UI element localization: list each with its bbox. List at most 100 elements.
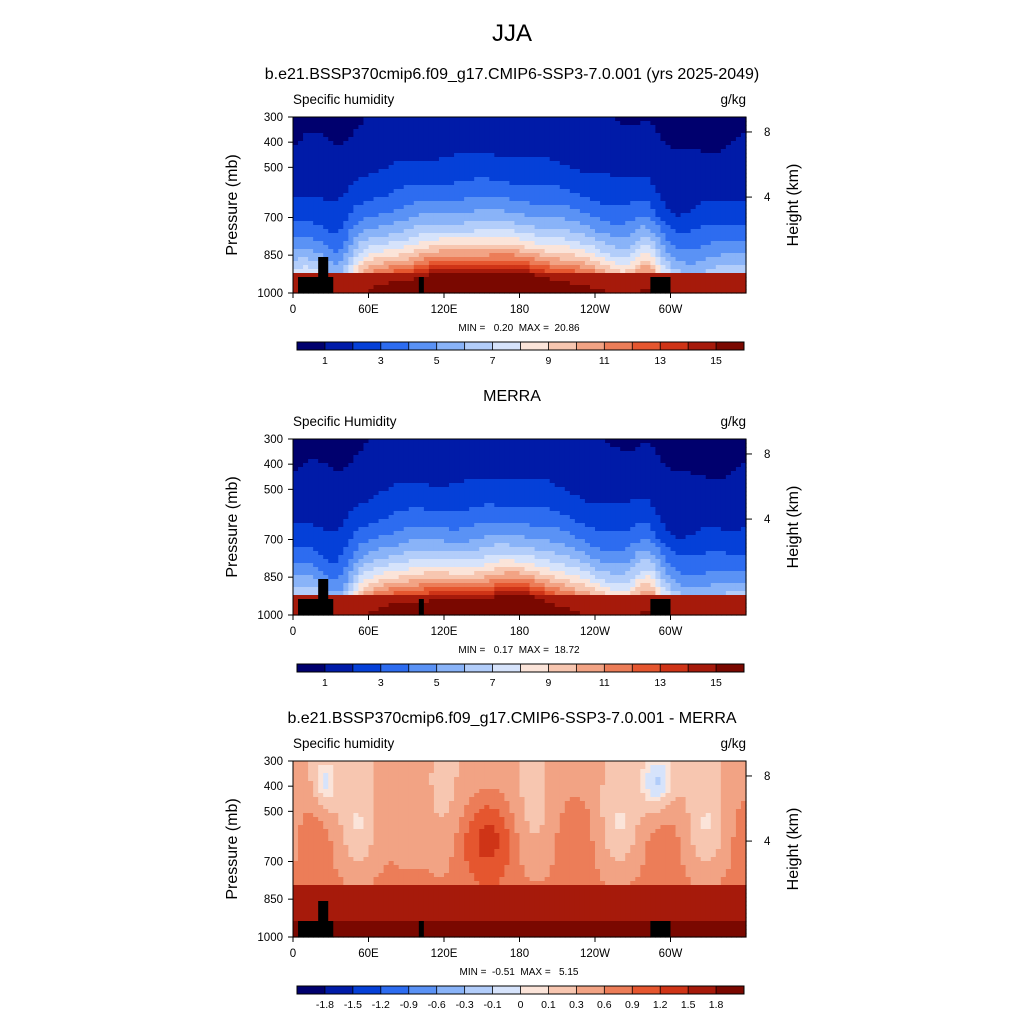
heatmap-cell [564,165,571,170]
heatmap-cell [610,285,616,290]
heatmap-cell [438,225,445,230]
heatmap-cell [514,189,521,194]
heatmap-cell [504,161,511,166]
heatmap-cell [393,265,400,270]
heatmap-cell [293,189,299,194]
heatmap-cell [494,281,500,286]
heatmap-cell [725,273,732,278]
heatmap-cell [353,463,360,468]
heatmap-cell [328,157,334,162]
heatmap-cell [705,241,712,246]
heatmap-cell [595,253,601,258]
heatmap-cell [358,153,365,158]
heatmap-cell [418,185,425,190]
heatmap-cell [700,451,707,456]
heatmap-cell [353,145,360,150]
heatmap-cell [484,289,490,294]
heatmap-cell [534,149,541,154]
heatmap-cell [650,157,656,162]
heatmap-cell [600,145,606,150]
heatmap-cell [484,125,490,130]
heatmap-cell [630,447,636,452]
heatmap-cell [318,451,324,456]
heatmap-cell [715,269,722,274]
heatmap-cell [423,451,430,456]
heatmap-cell [549,277,556,282]
heatmap-cell [675,133,682,138]
heatmap-cell [660,161,667,166]
heatmap-cell [479,249,485,254]
heatmap-cell [308,165,314,170]
heatmap-cell [383,479,390,484]
heatmap-cell [720,463,727,468]
heatmap-cell [595,161,601,166]
heatmap-cell [615,209,621,214]
heatmap-cell [474,451,480,456]
heatmap-cell [323,133,329,138]
heatmap-cell [368,133,375,138]
heatmap-cell [715,201,722,206]
heatmap-cell [610,463,616,468]
heatmap-cell [413,471,420,476]
heatmap-cell [610,273,616,278]
heatmap-cell [398,141,405,146]
heatmap-cell [499,281,505,286]
heatmap-cell [303,285,309,290]
heatmap-cell [554,479,561,484]
heatmap-cell [700,261,707,266]
heatmap-cell [449,273,455,278]
heatmap-cell [695,161,702,166]
heatmap-cell [660,463,667,468]
heatmap-cell [323,233,329,238]
heatmap-cell [363,189,370,194]
heatmap-cell [569,125,576,130]
heatmap-cell [499,471,505,476]
heatmap-cell [423,117,430,122]
heatmap-cell [625,471,631,476]
heatmap-cell [403,253,410,258]
heatmap-cell [438,193,445,198]
heatmap-cell [408,197,415,202]
heatmap-cell [398,451,405,456]
heatmap-cell [504,467,511,472]
heatmap-cell [650,253,656,258]
heatmap-cell [378,285,385,290]
heatmap-cell [675,213,682,218]
heatmap-cell [529,467,536,472]
heatmap-cell [494,225,500,230]
heatmap-cell [605,125,611,130]
heatmap-cell [710,439,717,444]
heatmap-cell [740,193,747,198]
heatmap-cell [368,205,375,210]
heatmap-cell [509,245,516,250]
heatmap-cell [655,129,662,134]
heatmap-cell [574,149,581,154]
heatmap-cell [544,447,551,452]
heatmap-cell [549,129,556,134]
heatmap-cell [323,265,329,270]
heatmap-cell [685,467,692,472]
heatmap-cell [358,133,365,138]
heatmap-cell [348,281,354,286]
heatmap-cell [393,281,400,286]
heatmap-cell [605,209,611,214]
heatmap-cell [318,455,324,460]
heatmap-cell [544,137,551,142]
heatmap-cell [459,157,465,162]
heatmap-cell [589,181,596,186]
heatmap-cell [625,153,631,158]
heatmap-cell [428,229,435,234]
heatmap-cell [524,241,531,246]
heatmap-cell [710,225,717,230]
heatmap-cell [539,289,546,294]
heatmap-cell [499,137,505,142]
heatmap-cell [303,213,309,218]
heatmap-cell [459,249,465,254]
heatmap-cell [469,471,475,476]
heatmap-cell [393,149,400,154]
heatmap-cell [710,173,717,178]
heatmap-cell [298,245,304,250]
heatmap-cell [484,185,490,190]
heatmap-cell [665,169,672,174]
heatmap-cell [363,205,370,210]
